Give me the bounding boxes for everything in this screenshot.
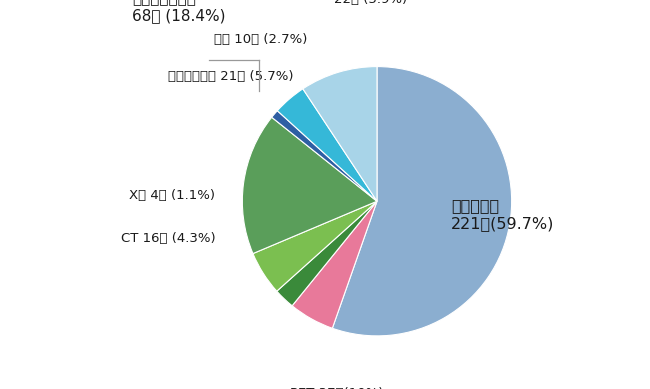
Wedge shape (242, 117, 377, 254)
Wedge shape (303, 67, 377, 201)
Wedge shape (278, 89, 377, 201)
Wedge shape (332, 67, 512, 336)
Wedge shape (253, 201, 377, 291)
Text: CT 16例 (4.3%): CT 16例 (4.3%) (121, 233, 215, 245)
Text: 違和感、痛み 21例 (5.7%): 違和感、痛み 21例 (5.7%) (168, 70, 294, 83)
Text: X線 4例 (1.1%): X線 4例 (1.1%) (129, 189, 215, 202)
Text: 患者さんの自覚
68例 (18.4%): 患者さんの自覚 68例 (18.4%) (132, 0, 226, 23)
Text: 嗄声 10例 (2.7%): 嗄声 10例 (2.7%) (214, 33, 307, 46)
Wedge shape (277, 201, 377, 306)
Wedge shape (292, 201, 377, 328)
Text: 超音波検査
221例(59.7%): 超音波検査 221例(59.7%) (451, 198, 554, 231)
Text: PET 37例(10%): PET 37例(10%) (290, 387, 383, 389)
Text: 医師の触診
22例 (5.9%): 医師の触診 22例 (5.9%) (333, 0, 407, 6)
Wedge shape (272, 111, 377, 201)
